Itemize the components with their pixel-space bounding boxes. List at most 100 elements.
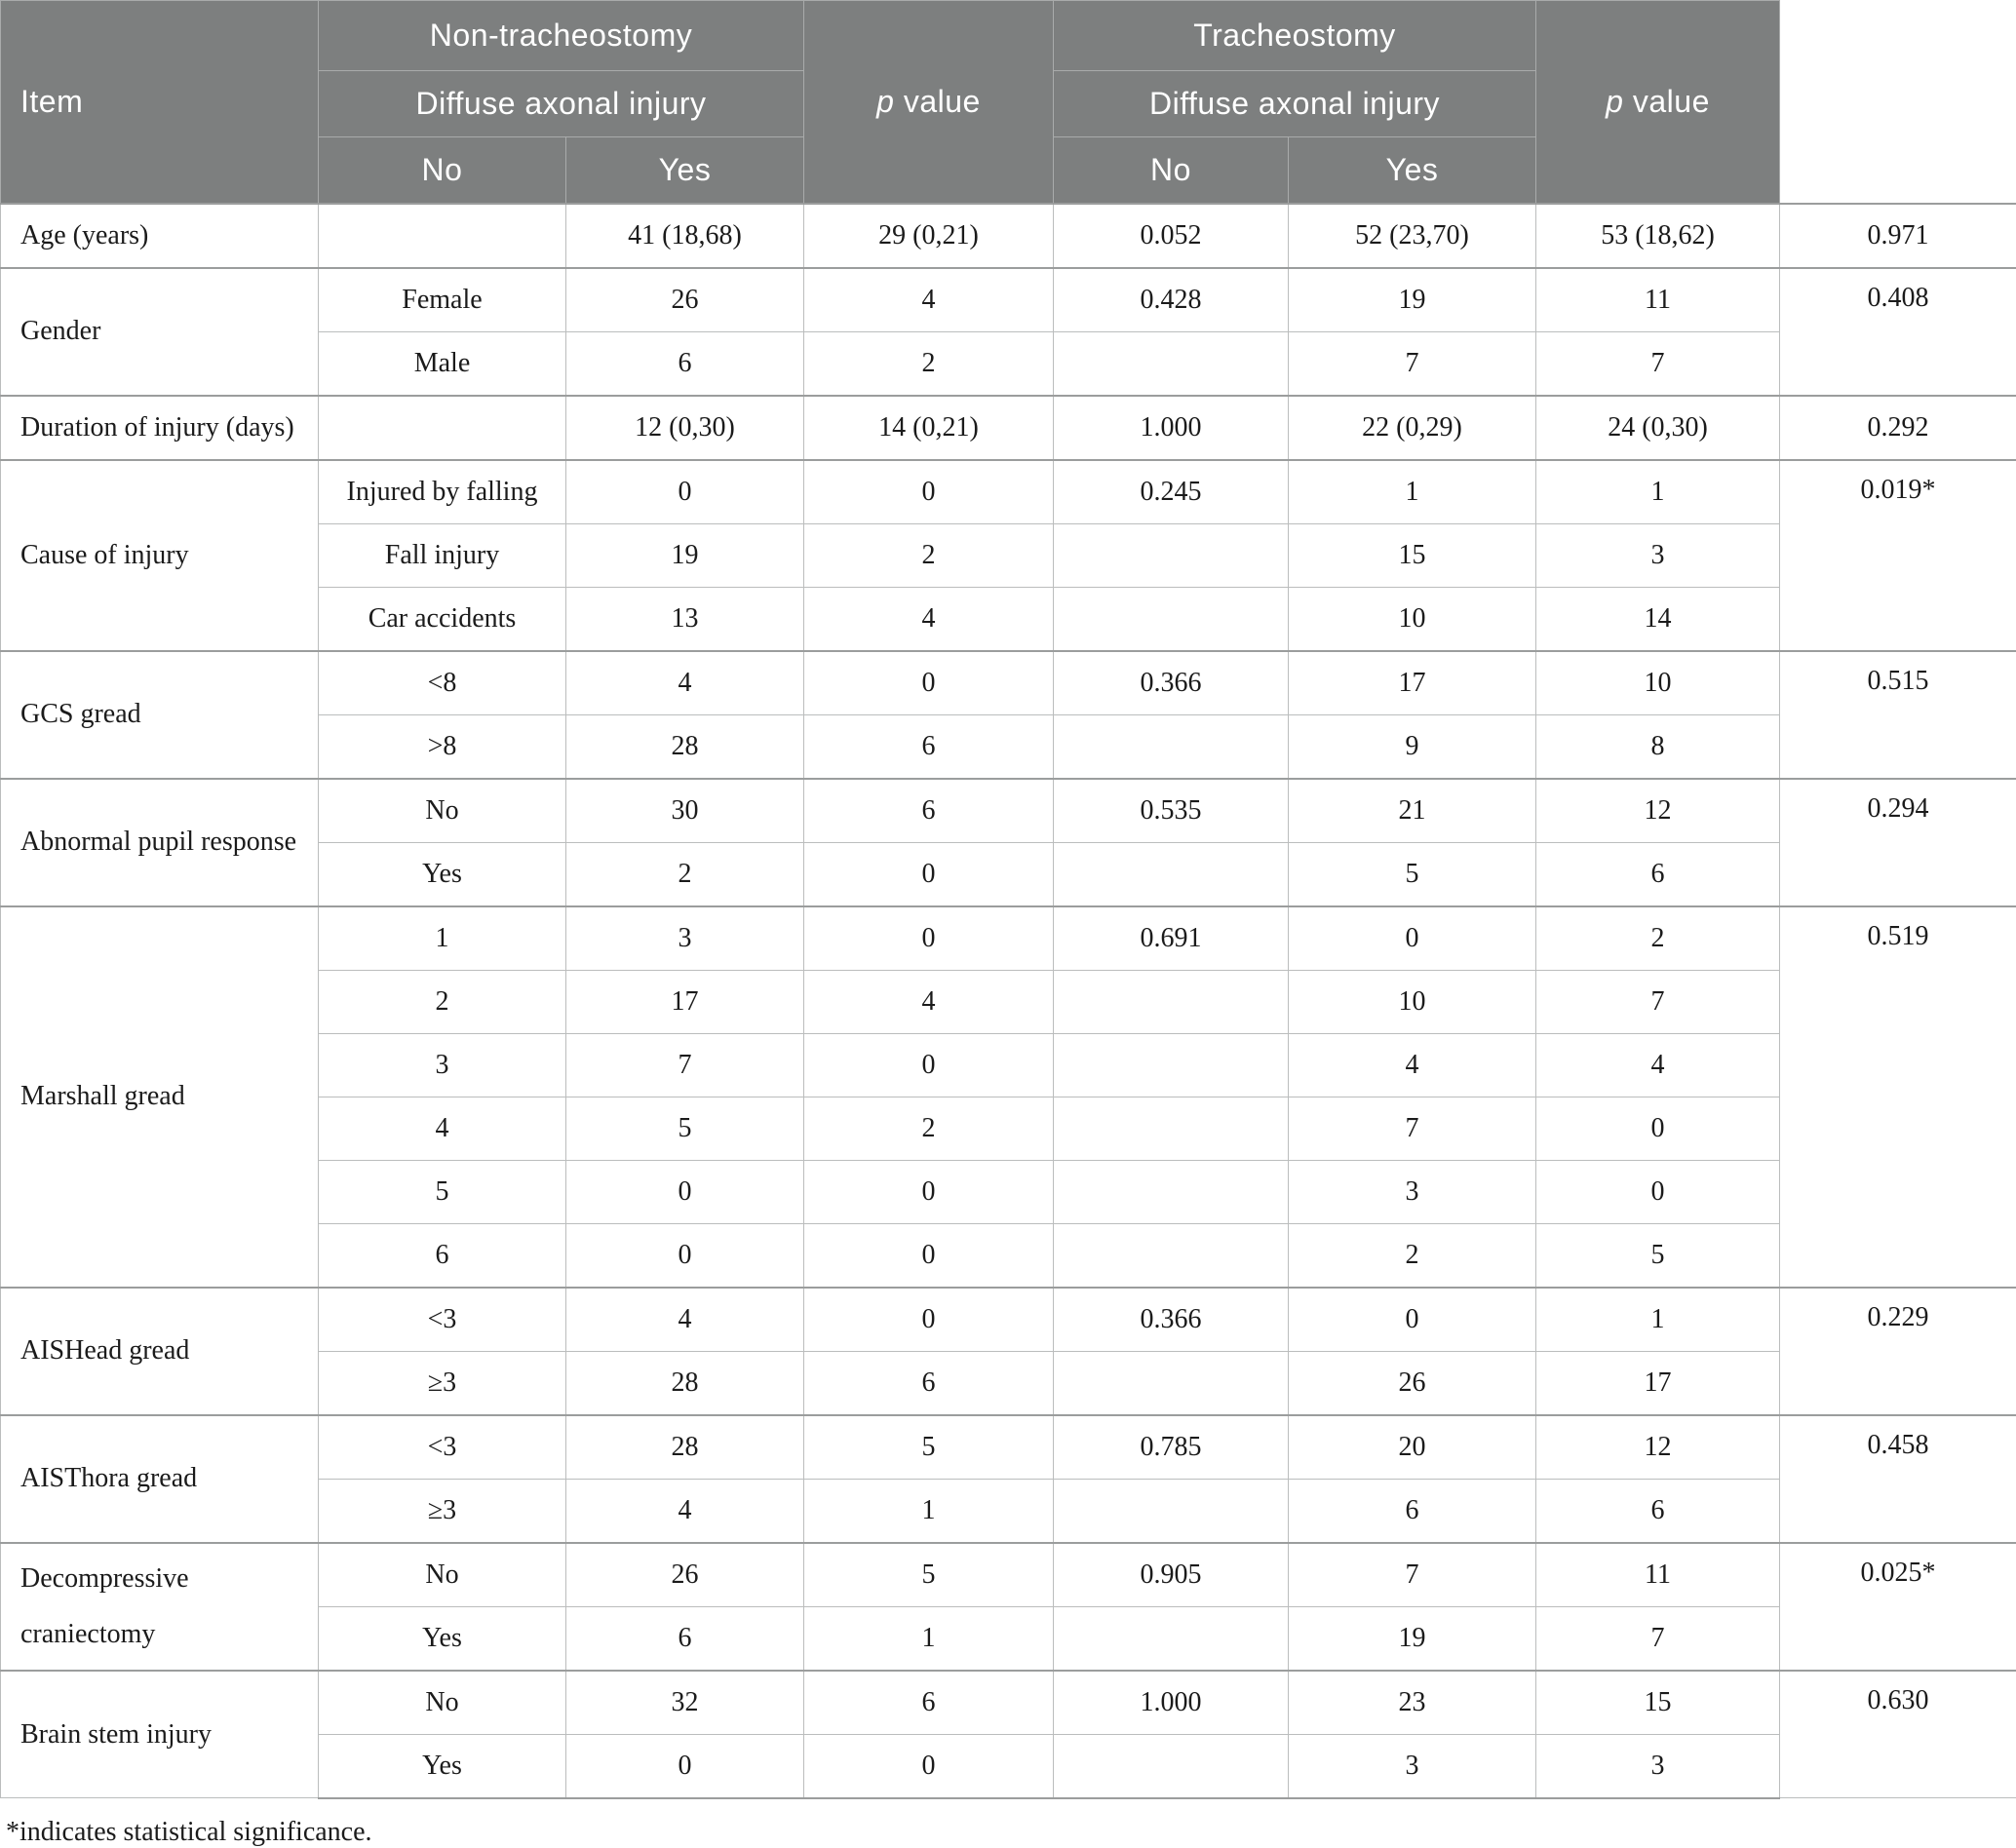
value-cell: 5 [1289, 842, 1536, 906]
value-cell: 29 (0,21) [804, 204, 1054, 268]
value-cell: 4 [804, 268, 1054, 332]
value-cell: 7 [1536, 1606, 1780, 1671]
value-cell: 10 [1289, 587, 1536, 651]
value-cell: 0 [804, 1734, 1054, 1798]
value-cell: 11 [1536, 1543, 1780, 1607]
value-cell: 15 [1536, 1671, 1780, 1735]
p-value-cell: 0.229 [1780, 1288, 2016, 1415]
header-item: Item [1, 1, 319, 204]
item-label-cell: Cause of injury [1, 460, 319, 651]
comparison-table: Item Non-tracheostomy p value Tracheosto… [0, 0, 2016, 1799]
value-cell: 17 [566, 970, 804, 1033]
value-cell: 21 [1289, 779, 1536, 843]
value-cell: 2 [1536, 906, 1780, 971]
p-value-cell [1054, 1160, 1289, 1223]
value-cell: 14 (0,21) [804, 396, 1054, 460]
subcategory-cell: 1 [319, 906, 566, 971]
p-value-cell [1054, 587, 1289, 651]
value-cell: 26 [1289, 1351, 1536, 1415]
value-cell: 0 [1536, 1160, 1780, 1223]
subcategory-cell: 5 [319, 1160, 566, 1223]
table-row: Duration of injury (days)12 (0,30)14 (0,… [1, 396, 2016, 460]
value-cell: 1 [804, 1479, 1054, 1543]
p-value-cell: 0.366 [1054, 651, 1289, 715]
p-value-cell [1054, 1097, 1289, 1160]
value-cell: 6 [804, 1671, 1054, 1735]
value-cell: 19 [566, 523, 804, 587]
value-cell: 13 [566, 587, 804, 651]
value-cell: 0 [566, 1223, 804, 1288]
value-cell: 2 [804, 1097, 1054, 1160]
item-label-cell: Duration of injury (days) [1, 396, 319, 460]
subcategory-cell: Yes [319, 1606, 566, 1671]
item-label-cell: Marshall gread [1, 906, 319, 1288]
p-value-cell: 0.294 [1780, 779, 2016, 906]
subcategory-cell: <8 [319, 651, 566, 715]
value-cell: 0 [1289, 1288, 1536, 1352]
value-cell: 5 [566, 1097, 804, 1160]
p-value-cell: 0.691 [1054, 906, 1289, 971]
value-cell: 0 [804, 1223, 1054, 1288]
value-cell: 0 [566, 1734, 804, 1798]
value-cell: 24 (0,30) [1536, 396, 1780, 460]
value-cell: 17 [1289, 651, 1536, 715]
header-subheader-diffuse-axonal-injury-2: Diffuse axonal injury [1054, 71, 1536, 137]
value-cell: 4 [804, 587, 1054, 651]
item-label-cell: Decompressive craniectomy [1, 1543, 319, 1671]
value-cell: 6 [804, 1351, 1054, 1415]
value-cell: 0 [804, 842, 1054, 906]
value-cell: 3 [1289, 1160, 1536, 1223]
value-cell: 6 [804, 779, 1054, 843]
value-cell: 19 [1289, 1606, 1536, 1671]
value-cell: 4 [1289, 1033, 1536, 1097]
p-value-cell: 0.245 [1054, 460, 1289, 524]
value-cell: 12 [1536, 779, 1780, 843]
value-cell: 8 [1536, 714, 1780, 779]
p-value-cell: 0.408 [1780, 268, 2016, 396]
p-value-word: value [1623, 84, 1709, 119]
value-cell: 0 [1536, 1097, 1780, 1160]
value-cell: 28 [566, 1415, 804, 1480]
value-cell: 52 (23,70) [1289, 204, 1536, 268]
subcategory-cell: <3 [319, 1415, 566, 1480]
item-label-cell: Brain stem injury [1, 1671, 319, 1798]
subcategory-cell: No [319, 779, 566, 843]
value-cell: 53 (18,62) [1536, 204, 1780, 268]
p-value-cell: 0.905 [1054, 1543, 1289, 1607]
value-cell: 6 [566, 331, 804, 396]
value-cell: 1 [1536, 460, 1780, 524]
value-cell: 10 [1536, 651, 1780, 715]
p-value-cell: 0.785 [1054, 1415, 1289, 1480]
value-cell: 3 [566, 906, 804, 971]
value-cell: 5 [804, 1415, 1054, 1480]
value-cell: 7 [1289, 331, 1536, 396]
value-cell: 0 [566, 460, 804, 524]
value-cell: 2 [804, 331, 1054, 396]
subcategory-cell: >8 [319, 714, 566, 779]
value-cell: 9 [1289, 714, 1536, 779]
p-value-cell: 0.292 [1780, 396, 2016, 460]
value-cell: 1 [1289, 460, 1536, 524]
p-value-cell [1054, 1734, 1289, 1798]
subcategory-cell: 6 [319, 1223, 566, 1288]
value-cell: 5 [804, 1543, 1054, 1607]
value-cell: 0 [804, 1288, 1054, 1352]
value-cell: 4 [566, 1288, 804, 1352]
item-label-cell: Age (years) [1, 204, 319, 268]
subcategory-cell: 2 [319, 970, 566, 1033]
p-value-cell [1054, 1223, 1289, 1288]
value-cell: 15 [1289, 523, 1536, 587]
value-cell: 5 [1536, 1223, 1780, 1288]
p-value-cell [1054, 331, 1289, 396]
header-col-yes-2: Yes [1289, 137, 1536, 204]
item-label-cell: AISHead gread [1, 1288, 319, 1415]
value-cell: 12 [1536, 1415, 1780, 1480]
item-label-cell: AISThora gread [1, 1415, 319, 1543]
header-col-yes-1: Yes [566, 137, 804, 204]
